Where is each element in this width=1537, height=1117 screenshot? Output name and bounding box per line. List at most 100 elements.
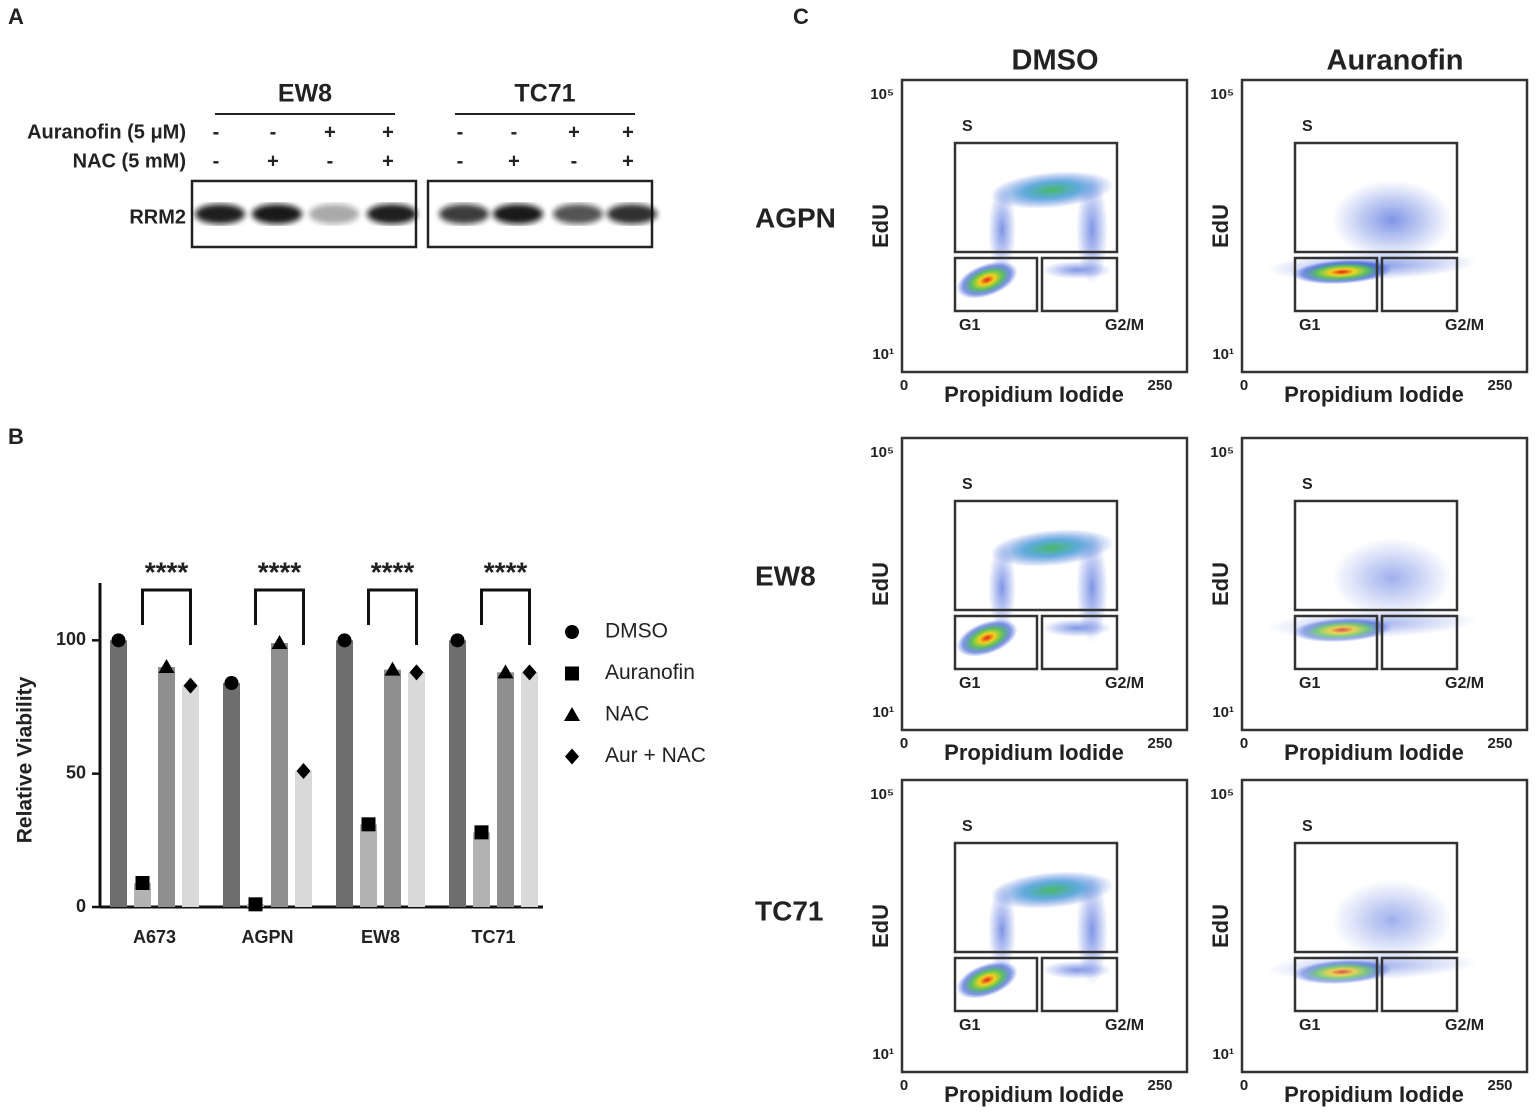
y-tick-label: 10⁵ bbox=[870, 786, 894, 803]
x-tick-label: 0 bbox=[1240, 1077, 1248, 1094]
x-tick-label: 250 bbox=[1487, 377, 1512, 394]
plot-frame bbox=[900, 778, 1189, 1074]
bar bbox=[271, 643, 288, 907]
gate-label: S bbox=[962, 818, 973, 835]
data-point bbox=[337, 633, 352, 648]
treatment-sign: - bbox=[457, 150, 464, 172]
bar bbox=[110, 640, 127, 907]
treatment-sign: - bbox=[571, 150, 578, 172]
density-cloud bbox=[990, 529, 1114, 567]
data-point bbox=[296, 763, 311, 779]
density-cloud bbox=[1292, 959, 1392, 985]
data-point bbox=[384, 661, 401, 676]
column-title: DMSO bbox=[1012, 45, 1099, 77]
gate-label: G1 bbox=[1299, 1017, 1320, 1034]
flow-plot: S G1 G2/M 10⁵ 10¹ EdU 0 250 Propidium Iodide bbox=[868, 778, 1189, 1107]
bar bbox=[449, 640, 466, 907]
density-cloud bbox=[956, 961, 1018, 999]
gate bbox=[1040, 614, 1119, 671]
significance-label: **** bbox=[484, 556, 528, 587]
significance-bracket bbox=[254, 588, 305, 645]
data-point bbox=[565, 625, 579, 639]
x-tick-label: 250 bbox=[1147, 377, 1172, 394]
bar bbox=[497, 672, 514, 907]
row-title: EW8 bbox=[755, 560, 816, 591]
data-point bbox=[474, 825, 489, 840]
x-tick-label: TC71 bbox=[471, 927, 515, 947]
density-cloud bbox=[1042, 961, 1112, 979]
gate bbox=[1293, 841, 1459, 954]
density-cloud bbox=[1042, 619, 1112, 637]
blot-band bbox=[195, 204, 245, 224]
y-tick-label: 10¹ bbox=[1212, 1046, 1234, 1063]
gate bbox=[953, 841, 1119, 954]
panel-label: C bbox=[793, 4, 809, 29]
significance-label: **** bbox=[371, 556, 415, 587]
bar bbox=[384, 669, 401, 907]
flow-plot: S G1 G2/M 10⁵ 10¹ EdU 0 250 Propidium Iodide bbox=[1208, 436, 1529, 765]
gate-label: S bbox=[1302, 818, 1313, 835]
y-tick-label: 10¹ bbox=[1212, 704, 1234, 721]
y-axis-label: Relative Viability bbox=[14, 676, 37, 843]
treatment-sign: + bbox=[508, 150, 520, 172]
bar bbox=[295, 771, 312, 907]
treatment-sign: + bbox=[382, 121, 394, 143]
treatment-sign: - bbox=[327, 150, 334, 172]
density-cloud bbox=[956, 619, 1018, 657]
flow-plot: S G1 G2/M 10⁵ 10¹ EdU 0 250 Propidium Iodide bbox=[868, 436, 1189, 765]
y-tick-label: 10⁵ bbox=[870, 444, 894, 461]
gate-label: G1 bbox=[959, 317, 980, 334]
plot-frame bbox=[900, 436, 1189, 732]
x-tick-label: 0 bbox=[1240, 377, 1248, 394]
treatment-sign: + bbox=[267, 150, 279, 172]
x-tick-label: 250 bbox=[1147, 735, 1172, 752]
bar bbox=[158, 667, 175, 907]
treatment-sign: + bbox=[622, 150, 634, 172]
x-tick-label: 250 bbox=[1147, 1077, 1172, 1094]
gate-label: G2/M bbox=[1445, 675, 1484, 692]
gate bbox=[1293, 956, 1379, 1013]
blot-band bbox=[553, 204, 603, 224]
y-axis-label: EdU bbox=[1208, 204, 1233, 248]
density-cloud bbox=[1332, 180, 1452, 260]
x-axis-label: Propidium Iodide bbox=[1284, 1082, 1464, 1107]
density-cloud bbox=[990, 871, 1114, 909]
blot-band bbox=[252, 204, 302, 224]
density-cloud bbox=[1332, 538, 1452, 618]
significance-label: **** bbox=[258, 556, 302, 587]
y-axis-label: EdU bbox=[868, 904, 893, 948]
data-point bbox=[183, 677, 198, 694]
x-tick-label: A673 bbox=[133, 927, 176, 947]
gate-label: S bbox=[962, 476, 973, 493]
data-point bbox=[361, 817, 376, 832]
gate bbox=[1380, 956, 1459, 1013]
blot-band bbox=[309, 204, 359, 224]
data-point bbox=[564, 707, 580, 721]
significance-bracket bbox=[367, 588, 418, 645]
significance-bracket bbox=[480, 588, 531, 645]
gate bbox=[953, 141, 1119, 254]
gate bbox=[953, 499, 1119, 612]
y-tick-label: 10⁵ bbox=[1210, 86, 1234, 103]
cell-line-label: TC71 bbox=[514, 80, 575, 108]
y-axis-label: EdU bbox=[868, 204, 893, 248]
gate bbox=[1380, 256, 1459, 313]
x-tick-label: 0 bbox=[900, 1077, 908, 1094]
y-tick-label: 50 bbox=[66, 762, 86, 782]
treatment-sign: - bbox=[270, 121, 277, 143]
y-tick-label: 0 bbox=[76, 896, 86, 916]
gate-label: S bbox=[1302, 476, 1313, 493]
y-tick-label: 10¹ bbox=[872, 1046, 894, 1063]
bar bbox=[336, 640, 353, 907]
data-point bbox=[158, 659, 175, 673]
data-point bbox=[271, 635, 288, 649]
data-point bbox=[135, 876, 150, 890]
treatment-sign: - bbox=[213, 150, 220, 172]
bar bbox=[473, 832, 490, 907]
row-title: TC71 bbox=[755, 895, 823, 926]
data-point bbox=[224, 676, 239, 690]
density-cloud bbox=[956, 261, 1018, 299]
gate-label: G1 bbox=[959, 675, 980, 692]
gate-label: G1 bbox=[959, 1017, 980, 1034]
data-point bbox=[497, 664, 514, 679]
